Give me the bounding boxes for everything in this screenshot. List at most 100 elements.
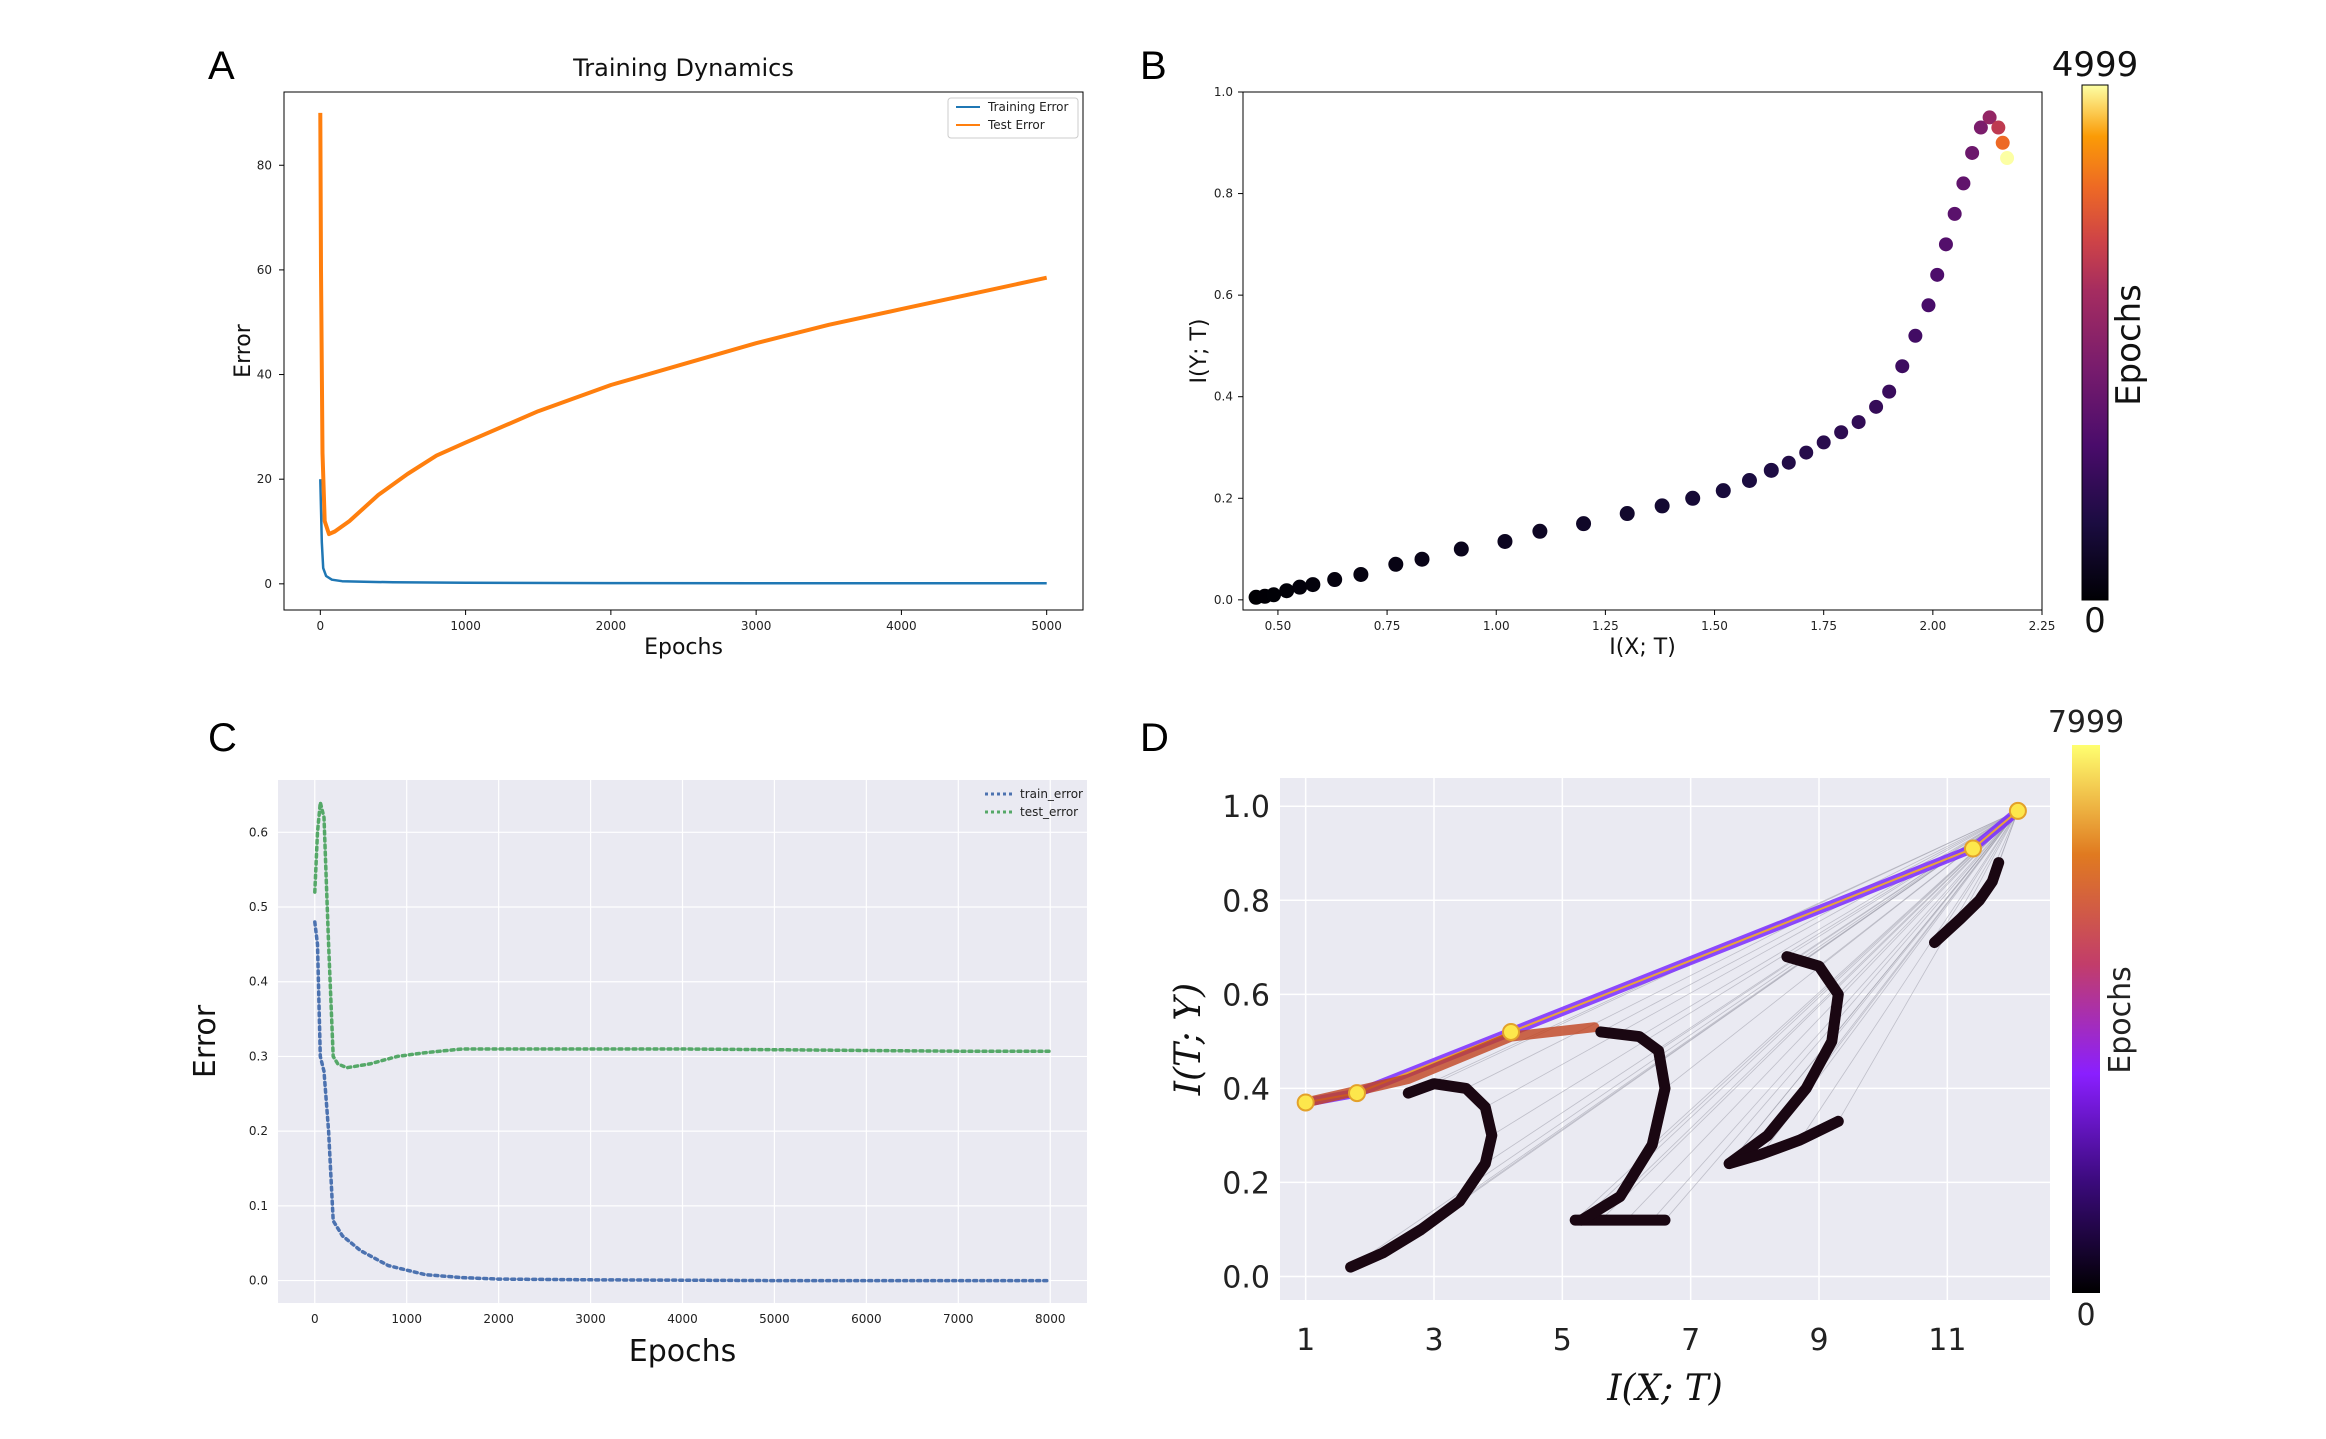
x-tick-label-b-3: 1.25 — [1592, 619, 1619, 633]
panel-b-chart: 0.50 0.75 1.00 1.25 1.50 1.75 2.00 2.250.00.20.… — [1187, 45, 2149, 660]
data-point-b-36 — [1982, 110, 1997, 125]
x-tick-label-c-7: 7000 — [943, 1312, 974, 1326]
legend-label-c-1: test_error — [1020, 805, 1078, 819]
data-point-b-20 — [1781, 455, 1796, 470]
x-axis-label-c: Epochs — [629, 1334, 737, 1369]
connector-d-0-7 — [1465, 810, 2019, 1089]
plot-area-b — [1242, 91, 2043, 611]
data-point-b-22 — [1816, 435, 1831, 450]
x-tick-label-c-6: 6000 — [851, 1312, 882, 1326]
connector-d-3-6 — [1786, 810, 2019, 958]
y-axis-label-a: Error — [231, 323, 256, 378]
panel-label-d: D — [1140, 716, 1169, 760]
x-tick-label-a-5: 5000 — [1031, 619, 1062, 633]
trajectory-d-4 — [1723, 1115, 1844, 1170]
data-point-b-16 — [1685, 490, 1701, 506]
data-point-b-13 — [1576, 516, 1592, 532]
x-tick-label-c-0: 0 — [311, 1312, 319, 1326]
connector-d-5-1 — [1959, 810, 2019, 920]
x-tick-label-b-5: 1.75 — [1810, 619, 1837, 633]
data-point-b-24 — [1851, 415, 1866, 430]
y-tick-label-c-4: 0.4 — [249, 975, 268, 989]
legend-box-a — [947, 97, 1079, 139]
x-tick-label-b-1: 0.75 — [1374, 619, 1401, 633]
data-point-b-5 — [1305, 577, 1321, 593]
panel-d-chart: 1 3 5 7 9 11 0.0 0.2 0.4 0.6 0.8 1.0 I(X; T) I(T; Y) 7… — [1168, 705, 2138, 1409]
connector-d-2-2 — [1651, 810, 2019, 1146]
series-line-a-0 — [319, 479, 1047, 585]
data-point-b-37 — [1991, 120, 2006, 135]
colorbar-min-label-d: 0 — [2076, 1298, 2095, 1333]
x-tick-label-b-0: 0.50 — [1265, 619, 1292, 633]
connector-d-4-0 — [1728, 810, 2019, 1164]
y-tick-label-a-1: 20 — [257, 472, 272, 486]
y-tick-label-d-1: 0.2 — [1222, 1166, 1270, 1201]
x-tick-label-c-5: 5000 — [759, 1312, 790, 1326]
x-tick-label-d-0: 1 — [1296, 1323, 1315, 1358]
connector-d-5-0 — [1934, 810, 2019, 943]
data-point-b-8 — [1388, 556, 1404, 572]
x-axis-label-d: I(X; T) — [1606, 1368, 1723, 1409]
data-point-b-31 — [1938, 237, 1953, 252]
legend-label-a-0: Training Error — [987, 100, 1068, 114]
connector-d-0-6 — [1485, 810, 2019, 1108]
connector-d-1-4 — [1664, 810, 2019, 1221]
panel-c-chart: 0 1000 2000 3000 4000 5000 6000 7000 8000 0.0 0.1 0… — [188, 780, 1087, 1369]
colorbar-min-label-b: 0 — [2084, 601, 2106, 641]
x-tick-label-a-3: 3000 — [741, 619, 772, 633]
data-point-b-14 — [1619, 506, 1635, 522]
connector-d-0-3 — [1459, 810, 2019, 1202]
y-tick-label-b-2: 0.4 — [1214, 390, 1233, 404]
x-tick-label-b-7: 2.25 — [2029, 619, 2056, 633]
connector-d-4-2 — [1799, 810, 2019, 1141]
x-tick-label-a-1: 1000 — [450, 619, 481, 633]
x-tick-label-c-2: 2000 — [483, 1312, 514, 1326]
y-tick-label-d-2: 0.4 — [1222, 1072, 1270, 1107]
y-tick-label-c-6: 0.6 — [249, 825, 268, 839]
panel-label-b: B — [1140, 44, 1167, 88]
data-point-b-6 — [1327, 572, 1343, 588]
data-point-b-3 — [1279, 583, 1295, 599]
legend-label-c-0: train_error — [1020, 787, 1083, 801]
y-axis-label-c: Error — [188, 1004, 223, 1078]
y-tick-label-a-0: 0 — [264, 577, 272, 591]
x-tick-label-d-2: 5 — [1553, 1323, 1572, 1358]
connector-d-4-3 — [1837, 810, 2019, 1122]
series-line-c-0 — [313, 920, 1052, 1283]
data-point-b-12 — [1532, 523, 1548, 539]
y-tick-label-b-5: 1.0 — [1214, 85, 1233, 99]
y-tick-label-d-5: 1.0 — [1222, 790, 1270, 825]
x-tick-label-d-5: 11 — [1928, 1323, 1966, 1358]
y-tick-label-c-3: 0.3 — [249, 1049, 268, 1063]
data-point-b-38 — [1995, 135, 2010, 150]
final-point-d-2 — [1502, 1022, 1520, 1041]
y-tick-label-a-3: 60 — [257, 263, 272, 277]
data-point-b-35 — [1973, 120, 1988, 135]
x-tick-label-a-4: 4000 — [886, 619, 917, 633]
x-tick-label-b-2: 1.00 — [1483, 619, 1510, 633]
connector-d-2-6 — [1600, 810, 2019, 1033]
x-tick-label-d-3: 7 — [1681, 1323, 1700, 1358]
y-tick-label-b-3: 0.6 — [1214, 288, 1233, 302]
data-point-b-11 — [1497, 533, 1513, 549]
colorbar-b — [2081, 84, 2109, 601]
series-line-c-1 — [313, 801, 1052, 1070]
data-point-b-32 — [1947, 206, 1962, 221]
x-tick-label-c-4: 4000 — [667, 1312, 698, 1326]
y-tick-label-a-2: 40 — [257, 368, 272, 382]
data-point-b-30 — [1930, 267, 1945, 282]
x-tick-label-b-6: 2.00 — [1919, 619, 1946, 633]
chart-title-a: Training Dynamics — [572, 54, 794, 82]
trajectory-d-5 — [1929, 857, 2005, 949]
x-tick-label-a-0: 0 — [316, 619, 324, 633]
data-point-b-33 — [1956, 176, 1971, 191]
connector-d-3-2 — [1805, 810, 2019, 1089]
x-tick-label-b-4: 1.50 — [1701, 619, 1728, 633]
y-axis-label-b: I(Y; T) — [1187, 319, 1212, 384]
y-tick-label-c-0: 0.0 — [249, 1274, 268, 1288]
x-tick-label-d-1: 3 — [1424, 1323, 1443, 1358]
panel-label-a: A — [208, 44, 235, 88]
y-tick-label-b-4: 0.8 — [1214, 187, 1233, 201]
legend-label-a-1: Test Error — [987, 118, 1045, 132]
trajectory-d-3 — [1723, 951, 1844, 1170]
